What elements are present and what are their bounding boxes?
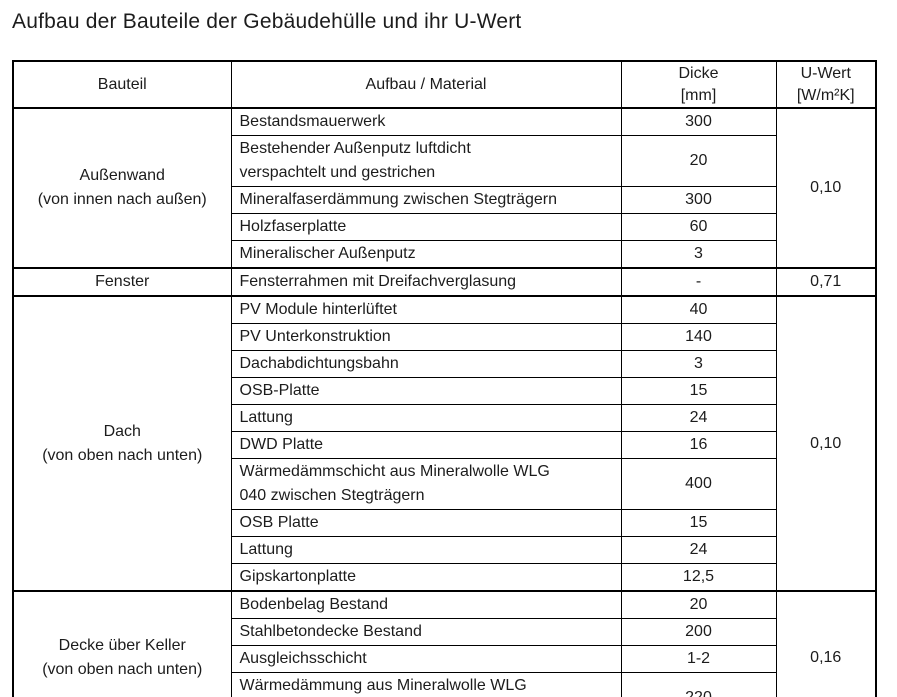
bauteil-cell: Fenster xyxy=(12,267,232,297)
bauteil-cell: Außenwand (von innen nach außen) xyxy=(12,107,232,269)
material-cell: Lattung xyxy=(230,536,622,564)
uwert-cell: 0,71 xyxy=(775,267,877,297)
table-row: DWD Platte 16 xyxy=(13,431,876,459)
table-row: Wärmedämmung aus Mineralwolle WLG 035220 xyxy=(13,672,876,697)
dicke-cell: 15 xyxy=(620,377,777,405)
header-dicke-line1: Dicke xyxy=(678,64,719,82)
dicke-cell: 300 xyxy=(620,107,777,136)
material-cell: Wärmedämmschicht aus Mineralwolle WLG 04… xyxy=(230,458,622,510)
material-cell: Mineralfaserdämmung zwischen Stegträgern xyxy=(230,186,622,214)
dicke-cell: 60 xyxy=(620,213,777,241)
dicke-cell: 140 xyxy=(620,323,777,351)
dicke-cell: 24 xyxy=(620,404,777,432)
dicke-cell: 200 xyxy=(620,618,777,646)
table-row: Holzfaserplatte 60 xyxy=(13,213,876,241)
material-cell: Gipskartonplatte xyxy=(230,563,622,592)
table-row: Fenster Fensterrahmen mit Dreifachverglas… xyxy=(12,267,877,297)
bauteil-cell: Decke über Keller (von oben nach unten) xyxy=(12,590,232,697)
material-cell: OSB-Platte xyxy=(230,377,622,405)
header-aufbau-material: Aufbau / Material xyxy=(230,60,622,109)
material-cell: Fensterrahmen mit Dreifachverglasung xyxy=(230,267,622,297)
bauteil-subtitle: (von oben nach unten) xyxy=(42,446,203,464)
material-cell: OSB Platte xyxy=(230,509,622,537)
dicke-cell: 20 xyxy=(620,135,777,187)
material-cell: Wärmedämmung aus Mineralwolle WLG 035 xyxy=(230,672,622,697)
dicke-cell: - xyxy=(620,267,777,297)
dicke-cell: 40 xyxy=(620,295,777,324)
dicke-cell: 24 xyxy=(620,536,777,564)
dicke-cell: 3 xyxy=(620,350,777,378)
dicke-cell: 15 xyxy=(620,509,777,537)
header-dicke: Dicke [mm] xyxy=(620,60,777,109)
dicke-cell: 400 xyxy=(620,458,777,510)
table-row: Mineralischer Außenputz 3 xyxy=(13,240,876,269)
page-title: Aufbau der Bauteile der Gebäudehülle und… xyxy=(12,10,522,33)
header-uwert-line2: [W/m²K] xyxy=(796,86,855,104)
uwert-cell: 0,10 xyxy=(775,107,877,269)
header-row: Bauteil Aufbau / Material Dicke [mm] U-W… xyxy=(12,60,877,109)
dicke-cell: 20 xyxy=(620,590,777,619)
header-uwert-line1: U-Wert xyxy=(800,64,851,82)
material-cell: Holzfaserplatte xyxy=(230,213,622,241)
material-cell: Stahlbetondecke Bestand xyxy=(230,618,622,646)
material-cell: Dachabdichtungsbahn xyxy=(230,350,622,378)
material-cell: PV Module hinterlüftet xyxy=(230,295,622,324)
bauteil-subtitle: (von innen nach außen) xyxy=(37,191,207,208)
uwert-cell: 0,10 xyxy=(775,295,877,592)
dicke-cell: 3 xyxy=(620,240,777,269)
table-row: PV Unterkonstruktion 140 xyxy=(13,323,876,351)
dicke-cell: 12,5 xyxy=(620,563,777,592)
table-row: Bestehender Außenputz luftdicht verspach… xyxy=(13,135,876,187)
material-cell: Bestehender Außenputz luftdicht verspach… xyxy=(230,135,622,187)
table-row: Gipskartonplatte 12,5 xyxy=(13,563,876,592)
bauteil-name: Fenster xyxy=(95,273,150,290)
table-row: Lattung 24 xyxy=(13,536,876,564)
bauteil-name: Decke über Keller xyxy=(58,636,186,654)
material-cell: Lattung xyxy=(230,404,622,432)
table-row: Stahlbetondecke Bestand 200 xyxy=(13,618,876,646)
header-dicke-line2: [mm] xyxy=(680,86,717,104)
dicke-cell: 220 xyxy=(620,672,777,697)
uwert-cell: 0,16 xyxy=(775,590,877,697)
header-bauteil: Bauteil xyxy=(12,60,232,109)
dicke-cell: 16 xyxy=(620,431,777,459)
material-cell: PV Unterkonstruktion xyxy=(230,323,622,351)
table-row: Ausgleichsschicht 1-2 xyxy=(13,645,876,673)
material-cell: Bodenbelag Bestand xyxy=(230,590,622,619)
table-row: Wärmedämmschicht aus Mineralwolle WLG 04… xyxy=(13,458,876,510)
bauteil-name: Dach xyxy=(103,422,141,440)
material-cell: DWD Platte xyxy=(230,431,622,459)
table-row: OSB-Platte 15 xyxy=(13,377,876,405)
material-cell: Bestandsmauerwerk xyxy=(230,107,622,136)
material-cell: Mineralischer Außenputz xyxy=(230,240,622,269)
table-body: Außenwand (von innen nach außen) Bestandsm… xyxy=(12,107,877,697)
bauteil-cell: Dach (von oben nach unten) xyxy=(12,295,232,592)
uwert-table: Bauteil Aufbau / Material Dicke [mm] U-W… xyxy=(12,60,877,697)
header-uwert: U-Wert [W/m²K] xyxy=(775,60,877,109)
table-row: Dach (von oben nach unten) PV Module hinte… xyxy=(12,295,877,592)
table-header: Bauteil Aufbau / Material Dicke [mm] U-W… xyxy=(12,60,877,109)
bauteil-subtitle: (von oben nach unten) xyxy=(42,660,203,678)
dicke-cell: 1-2 xyxy=(620,645,777,673)
table-row: Außenwand (von innen nach außen) Bestandsm… xyxy=(12,107,877,269)
material-cell: Ausgleichsschicht xyxy=(230,645,622,673)
table-row: Decke über Keller (von oben nach unten) Bo… xyxy=(12,590,877,697)
dicke-cell: 300 xyxy=(620,186,777,214)
bauteil-name: Außenwand xyxy=(79,167,165,184)
